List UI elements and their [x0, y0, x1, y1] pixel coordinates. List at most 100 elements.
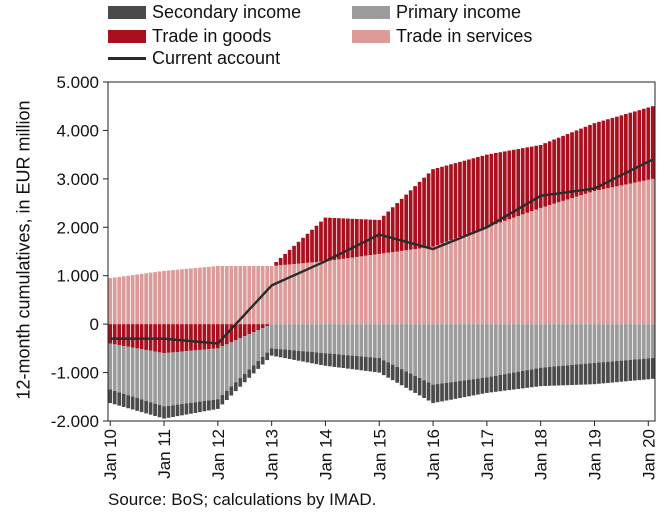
bar-trade-goods-54	[350, 218, 355, 258]
bar-primary-income-66	[404, 324, 409, 372]
bar-trade-goods-85	[489, 153, 494, 226]
bar-secondary-income-103	[570, 364, 574, 386]
legend-swatch-current-account	[108, 57, 146, 60]
x-tick-label-7: Jan 17	[478, 429, 497, 480]
bar-trade-services-40	[287, 264, 292, 325]
bar-trade-services-31	[247, 266, 252, 325]
bar-secondary-income-74	[440, 383, 444, 402]
bar-secondary-income-101	[561, 365, 565, 386]
bar-primary-income-11	[157, 352, 162, 406]
bar-trade-services-15	[175, 269, 180, 325]
bar-secondary-income-16	[180, 404, 184, 416]
bar-secondary-income-78	[458, 381, 462, 398]
series-line-current-account	[110, 158, 654, 345]
bar-trade-goods-97	[543, 143, 547, 207]
bar-secondary-income-111	[606, 361, 610, 383]
bar-trade-services-41	[292, 263, 296, 325]
bar-secondary-income-80	[467, 379, 471, 397]
bar-trade-services-58	[368, 255, 373, 325]
bar-trade-services-20	[198, 267, 202, 325]
bar-trade-services-60	[377, 253, 382, 325]
bar-trade-services-110	[601, 189, 606, 325]
bar-primary-income-57	[363, 324, 368, 357]
bar-primary-income-61	[381, 324, 386, 361]
bar-trade-goods-9	[148, 324, 153, 351]
bar-trade-goods-64	[395, 203, 400, 252]
bar-trade-services-118	[637, 181, 642, 325]
bar-trade-services-18	[189, 268, 193, 325]
bar-secondary-income-88	[502, 374, 507, 391]
bar-primary-income-28	[233, 340, 238, 383]
bar-primary-income-101	[561, 324, 565, 366]
bar-trade-goods-117	[632, 111, 637, 183]
bar-trade-services-120	[646, 179, 651, 325]
bar-trade-goods-109	[597, 121, 601, 191]
bar-trade-goods-70	[422, 177, 426, 248]
bar-secondary-income-82	[476, 378, 480, 395]
bar-primary-income-116	[628, 324, 633, 360]
bar-primary-income-40	[287, 324, 292, 350]
bar-trade-goods-40	[287, 249, 292, 265]
bar-trade-services-75	[444, 241, 449, 325]
bar-secondary-income-43	[301, 351, 305, 362]
bar-primary-income-77	[453, 324, 458, 382]
bar-secondary-income-105	[579, 364, 583, 385]
bar-secondary-income-29	[238, 378, 243, 387]
bar-primary-income-99	[552, 324, 556, 367]
bar-trade-goods-118	[637, 110, 642, 182]
bar-secondary-income-53	[346, 355, 350, 369]
bar-secondary-income-24	[216, 399, 220, 409]
bar-trade-goods-76	[449, 164, 453, 241]
bar-primary-income-88	[502, 324, 507, 375]
bar-primary-income-49	[328, 324, 332, 354]
bar-trade-goods-6	[135, 324, 139, 349]
bar-primary-income-30	[242, 336, 247, 374]
bar-trade-goods-77	[453, 163, 458, 239]
bar-primary-income-10	[153, 351, 157, 404]
bar-secondary-income-49	[328, 353, 332, 367]
bar-secondary-income-36	[269, 348, 274, 356]
bar-trade-goods-63	[390, 207, 395, 253]
bar-trade-services-57	[363, 255, 368, 325]
bar-secondary-income-70	[422, 380, 426, 398]
bar-secondary-income-112	[610, 361, 615, 383]
bar-secondary-income-75	[444, 382, 449, 401]
bar-primary-income-119	[641, 324, 646, 359]
bar-secondary-income-97	[543, 367, 547, 386]
bar-trade-goods-81	[471, 158, 476, 233]
bar-trade-goods-55	[354, 219, 359, 257]
bar-trade-services-115	[624, 184, 628, 325]
bar-trade-services-98	[547, 205, 552, 325]
bar-trade-services-23	[211, 266, 216, 325]
bar-primary-income-91	[516, 324, 521, 372]
bar-primary-income-50	[332, 324, 337, 355]
bar-secondary-income-58	[368, 357, 373, 372]
bar-primary-income-21	[202, 349, 207, 401]
bar-primary-income-96	[538, 324, 543, 368]
bar-trade-services-114	[619, 185, 624, 325]
bar-trade-goods-33	[256, 324, 261, 331]
bar-trade-goods-84	[485, 154, 489, 228]
bar-secondary-income-77	[453, 381, 458, 399]
bar-trade-goods-102	[565, 134, 570, 200]
bar-primary-income-0	[108, 343, 113, 390]
bar-primary-income-111	[606, 324, 610, 362]
bar-trade-services-121	[650, 178, 655, 325]
bar-trade-services-21	[202, 267, 207, 325]
bar-trade-goods-95	[534, 145, 539, 210]
bar-trade-services-39	[283, 264, 287, 325]
bar-primary-income-14	[171, 352, 175, 406]
bar-trade-services-105	[579, 195, 583, 325]
bar-secondary-income-37	[274, 348, 278, 357]
legend-item-secondary-income: Secondary income	[108, 2, 301, 23]
bar-trade-goods-34	[260, 324, 265, 329]
bar-trade-services-76	[449, 240, 453, 325]
bar-trade-goods-17	[184, 324, 189, 352]
bar-trade-services-106	[583, 193, 588, 325]
bar-primary-income-15	[175, 351, 180, 405]
bar-primary-income-85	[489, 324, 494, 377]
bar-trade-goods-111	[606, 119, 610, 189]
bar-secondary-income-3	[121, 393, 126, 407]
bar-trade-services-68	[413, 249, 417, 325]
bar-primary-income-38	[278, 324, 283, 350]
